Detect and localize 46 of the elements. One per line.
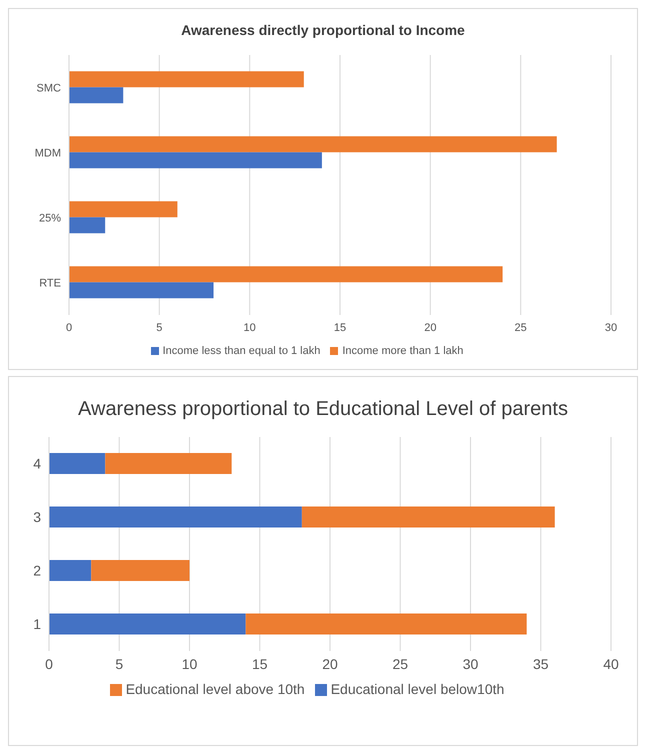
bar (69, 266, 503, 282)
legend-label: Income less than equal to 1 lakh (162, 344, 320, 357)
x-tick-label: 40 (603, 656, 619, 672)
bar (302, 506, 555, 528)
chart-title: Awareness proportional to Educational Level of parents (77, 397, 569, 422)
y-tick-label: 3 (33, 509, 42, 526)
y-tick-label: 25% (38, 212, 62, 224)
bar (105, 453, 232, 474)
bar (49, 506, 302, 528)
x-tick-label: 30 (462, 656, 478, 672)
x-tick-label: 15 (334, 321, 346, 334)
x-tick-label: 30 (604, 321, 618, 334)
bar (246, 614, 527, 635)
legend-label: Educational level above 10th (126, 681, 305, 697)
legend-label: Income more than 1 lakh (342, 344, 464, 357)
y-tick-label: MDM (34, 147, 61, 159)
bar (69, 216, 106, 233)
bar (69, 282, 214, 298)
x-tick-label: 5 (115, 656, 124, 672)
y-tick-label: RTE (39, 277, 61, 289)
bar (49, 560, 92, 582)
bar (69, 70, 304, 87)
bar (49, 614, 246, 635)
bar (69, 136, 557, 152)
y-tick-label: 4 (33, 456, 42, 472)
legend-label: Educational level below10th (330, 681, 504, 697)
bar (69, 152, 322, 168)
x-tick-label: 10 (182, 656, 198, 672)
bar (69, 86, 124, 103)
x-tick-label: 0 (45, 656, 54, 672)
y-tick-label: 2 (33, 562, 42, 579)
x-tick-label: 0 (66, 321, 72, 334)
x-tick-label: 15 (252, 656, 268, 672)
x-tick-label: 10 (244, 321, 256, 334)
x-tick-label: 25 (392, 656, 408, 672)
x-tick-label: 5 (156, 321, 162, 334)
x-tick-label: 20 (322, 656, 338, 672)
chart-title: Awareness directly proportional to Income (180, 21, 466, 40)
y-tick-label: 1 (33, 616, 42, 632)
bar (91, 560, 190, 582)
bar (69, 200, 178, 217)
bar (49, 453, 106, 474)
x-tick-label: 35 (532, 656, 549, 672)
x-tick-label: 25 (514, 321, 527, 334)
x-tick-label: 20 (424, 321, 436, 334)
y-tick-label: SMC (36, 82, 62, 94)
